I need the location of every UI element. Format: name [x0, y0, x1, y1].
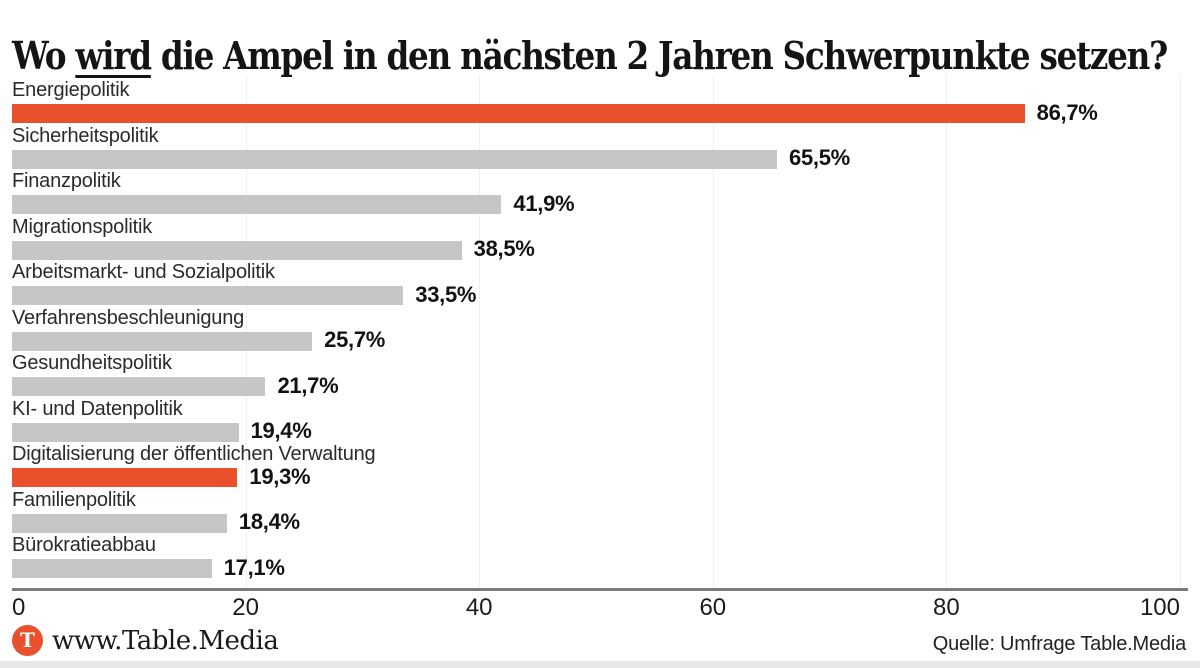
bar-track: 19,3% — [12, 463, 1180, 488]
bar-track: 25,7% — [12, 327, 1180, 352]
bar-row: KI- und Datenpolitik 19,4% — [12, 397, 1180, 443]
bar-track: 38,5% — [12, 236, 1180, 261]
gridline — [1180, 75, 1181, 588]
bar-row: Digitalisierung der öffentlichen Verwalt… — [12, 442, 1180, 488]
bar-row: Finanzpolitik 41,9% — [12, 169, 1180, 215]
bar-track: 41,9% — [12, 190, 1180, 215]
table-media-logo-icon: T — [12, 625, 43, 656]
value-label: 19,3% — [249, 463, 311, 489]
bar — [12, 286, 404, 305]
x-tick-label: 100 — [1139, 594, 1180, 621]
x-axis-ticks: 0 20 40 60 80 100 — [12, 594, 1180, 622]
value-label: 41,9% — [513, 190, 575, 216]
gridline — [712, 75, 714, 588]
x-tick-label: 80 — [933, 594, 960, 621]
bar-track: 21,7% — [12, 372, 1180, 397]
bar — [12, 331, 313, 351]
bar — [12, 377, 266, 396]
category-label: Energiepolitik — [12, 79, 130, 101]
value-label: 33,5% — [415, 281, 477, 307]
category-label: Familienpolitik — [12, 488, 136, 511]
bar-row: Familienpolitik 18,4% — [12, 488, 1180, 534]
title-pre: Wo — [12, 33, 76, 79]
value-label: 19,4% — [250, 417, 312, 443]
bar-highlighted — [12, 104, 1025, 123]
category-label: Gesundheitspolitik — [12, 352, 172, 374]
bar — [12, 422, 239, 442]
bar — [12, 149, 778, 169]
value-label: 86,7% — [1036, 99, 1098, 125]
category-label: Digitalisierung der öffentlichen Verwalt… — [12, 443, 376, 465]
category-label: KI- und Datenpolitik — [12, 397, 183, 420]
bar-rows: Energiepolitik 86,7% Sicherheitspolitik 65,… — [12, 78, 1180, 579]
bar-row: Sicherheitspolitik 65,5% — [12, 124, 1180, 170]
footer-source: Quelle: Umfrage Table.Media — [932, 633, 1186, 655]
x-tick-label: 0 — [12, 594, 26, 621]
bar — [12, 195, 502, 214]
value-label: 25,7% — [324, 326, 386, 352]
bottom-strip — [0, 661, 1200, 668]
chart-title: Wo wird die Ampel in den nächsten 2 Jahr… — [12, 33, 1168, 79]
x-axis-line — [12, 588, 1188, 591]
bar-track: 17,1% — [12, 554, 1180, 579]
category-label: Finanzpolitik — [12, 170, 121, 192]
gridline — [946, 75, 948, 588]
x-tick-label: 60 — [699, 594, 727, 621]
title-underlined-word: wird — [75, 33, 152, 79]
category-label: Sicherheitspolitik — [12, 124, 159, 147]
bar-highlighted — [12, 468, 238, 487]
bar-row: Migrationspolitik 38,5% — [12, 215, 1180, 261]
category-label: Verfahrensbeschleunigung — [12, 306, 245, 329]
value-label: 17,1% — [223, 554, 285, 580]
bar-track: 65,5% — [12, 145, 1180, 170]
bar-track: 33,5% — [12, 281, 1180, 306]
x-tick-label: 20 — [232, 594, 259, 621]
bar-row: Arbeitsmarkt- und Sozialpolitik 33,5% — [12, 260, 1180, 306]
bar-track: 18,4% — [12, 509, 1180, 534]
bar-row: Energiepolitik 86,7% — [12, 78, 1180, 124]
bar — [12, 513, 227, 533]
bar-row: Gesundheitspolitik 21,7% — [12, 351, 1180, 397]
bar — [12, 559, 212, 578]
value-label: 18,4% — [238, 508, 300, 534]
gridline — [479, 75, 481, 588]
value-label: 38,5% — [473, 235, 535, 261]
x-tick-label: 40 — [465, 594, 493, 621]
value-label: 65,5% — [789, 144, 850, 170]
category-label: Arbeitsmarkt- und Sozialpolitik — [12, 261, 275, 283]
bar-row: Bürokratieabbau 17,1% — [12, 533, 1180, 579]
category-label: Bürokratieabbau — [12, 534, 156, 556]
bar-track: 86,7% — [12, 99, 1180, 124]
value-label: 21,7% — [277, 372, 339, 398]
footer-branding: T www.Table.Media — [12, 625, 279, 656]
bar — [12, 240, 462, 260]
footer-site-url: www.Table.Media — [52, 625, 279, 656]
category-label: Migrationspolitik — [12, 215, 152, 238]
bar-track: 19,4% — [12, 418, 1180, 443]
title-post: die Ampel in den nächsten 2 Jahren Schwe… — [150, 33, 1168, 79]
bar-row: Verfahrensbeschleunigung 25,7% — [12, 306, 1180, 352]
